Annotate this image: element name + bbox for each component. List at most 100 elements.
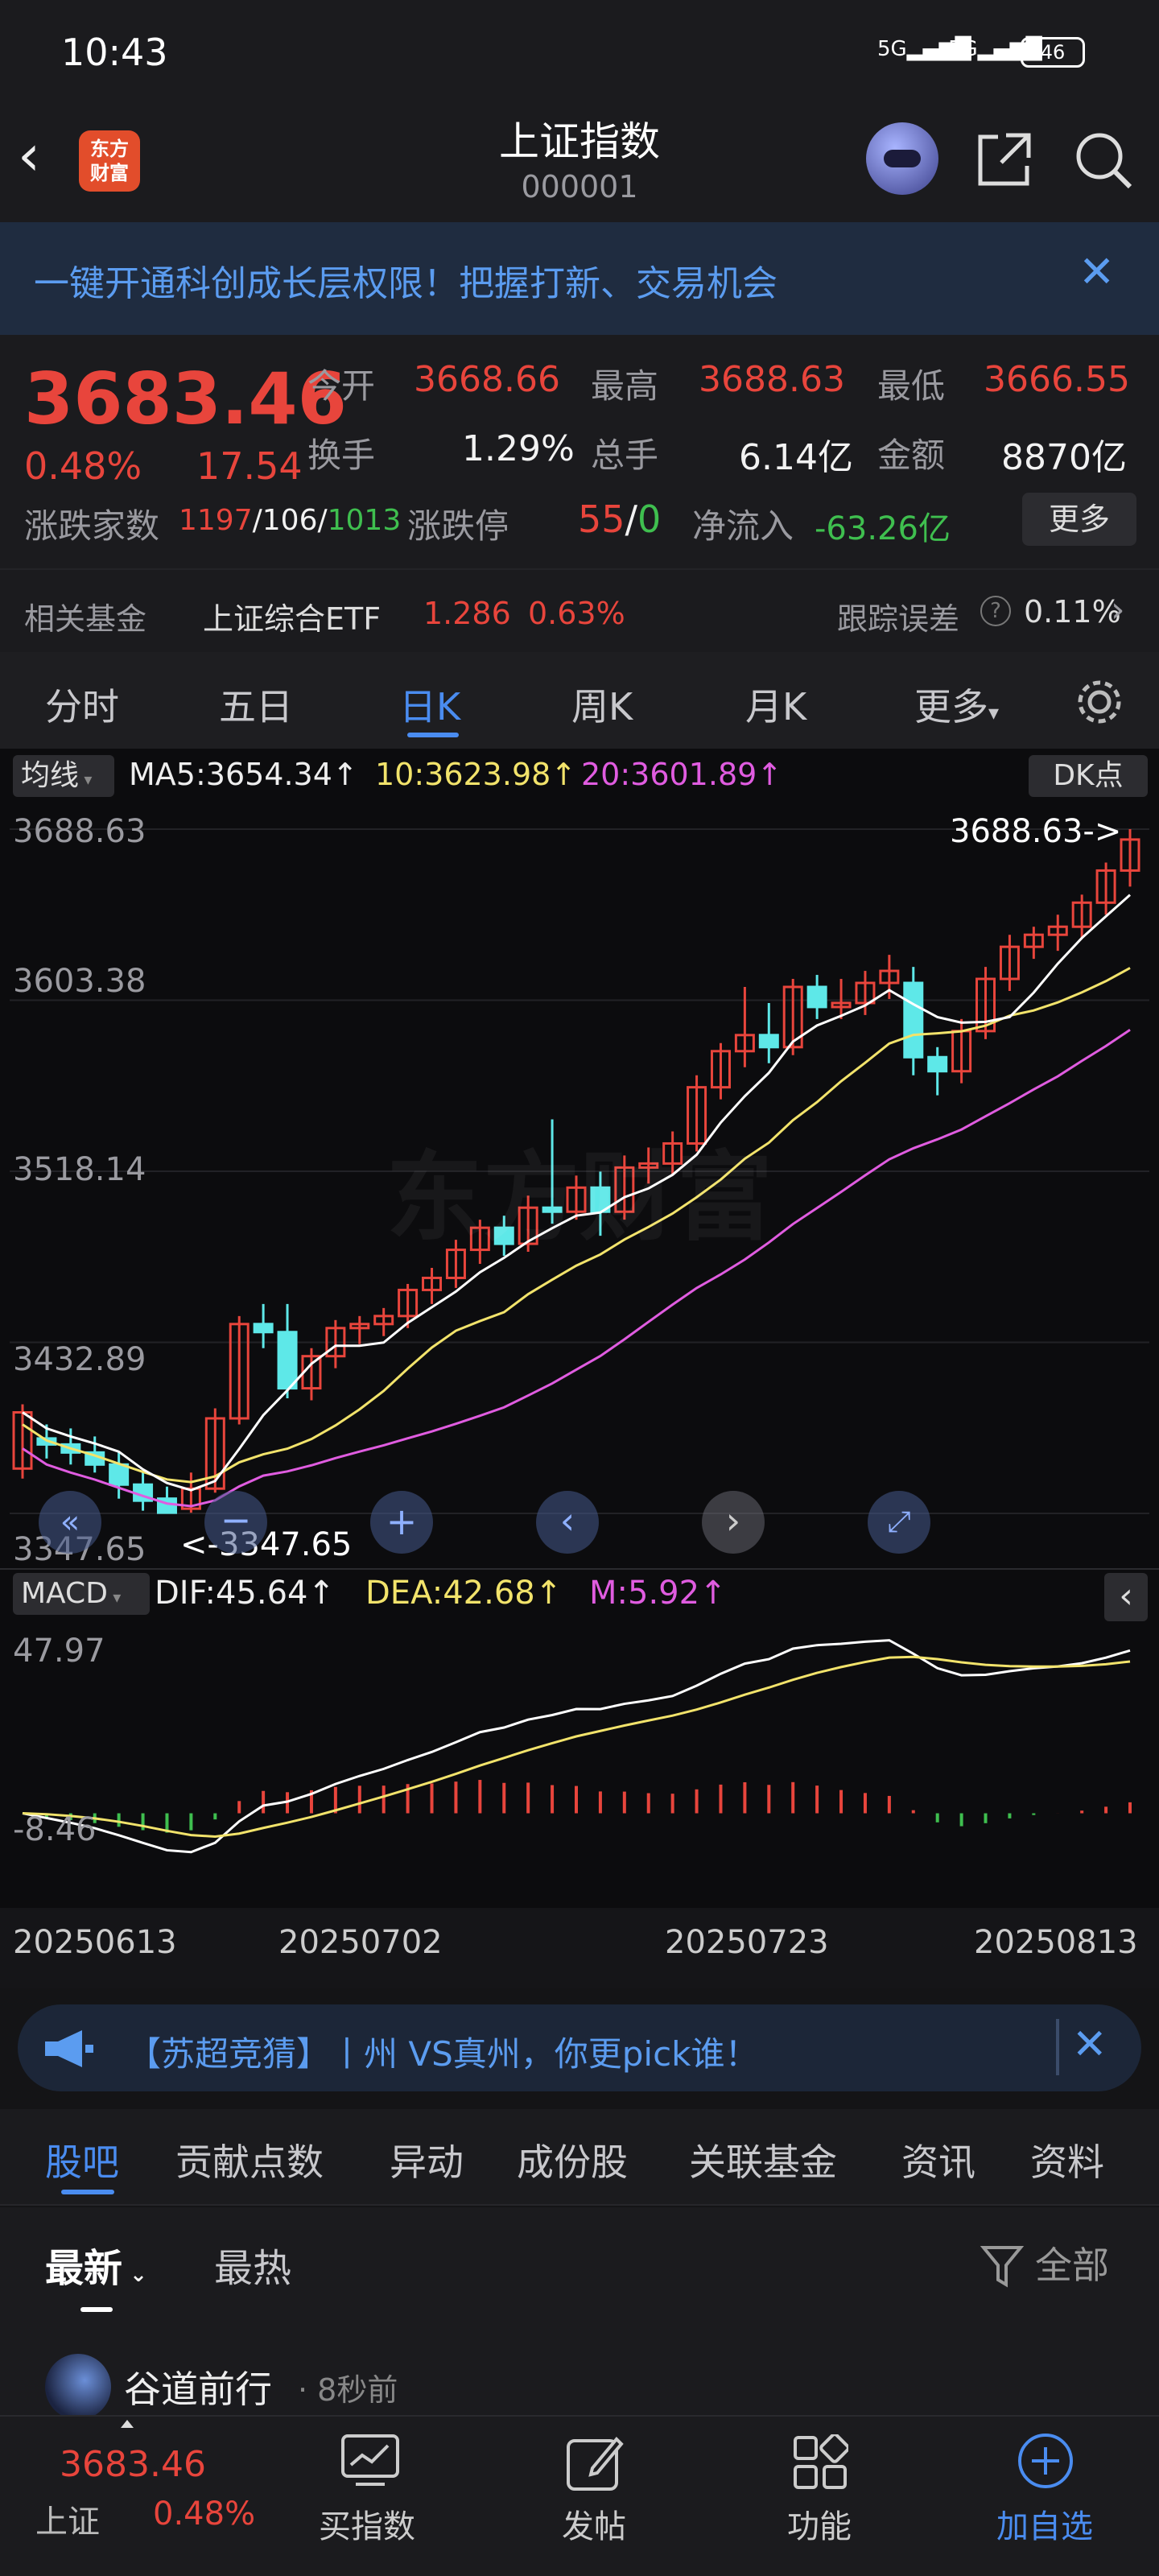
tab-related-funds[interactable]: 关联基金 — [689, 2140, 837, 2184]
turnover-value: 1.29% — [462, 428, 575, 469]
close-icon[interactable]: ✕ — [1079, 246, 1116, 297]
help-icon[interactable]: ? — [980, 596, 1011, 626]
fund-label: 相关基金 — [24, 601, 147, 637]
promo-banner[interactable]: 一键开通科创成长层权限！把握打新、交易机会 ✕ — [0, 222, 1159, 335]
filter-all[interactable]: 全部 — [1035, 2244, 1109, 2287]
date-tick: 20250702 — [278, 1924, 443, 1961]
active-sort-indicator — [80, 2307, 113, 2312]
banner-text[interactable]: 一键开通科创成长层权限！把握打新、交易机会 — [34, 263, 777, 304]
add-watchlist-button[interactable]: 加自选 — [996, 2508, 1093, 2545]
scroll-left-icon[interactable]: ‹ — [536, 1491, 599, 1554]
top-nav: ‹ 东方 财富 上证指数 000001 — [0, 105, 1159, 222]
tab-constituents[interactable]: 成份股 — [517, 2140, 628, 2184]
kline-chart-area[interactable]: 均线 ▾ MA5:3654.34↑ 10:3623.98↑ 20:3601.89… — [0, 749, 1159, 1988]
fund-pct: 0.63% — [528, 596, 625, 631]
candle-body — [373, 1315, 394, 1326]
candle-body — [469, 1226, 490, 1252]
indicator-selector[interactable]: MACD ▾ — [13, 1573, 150, 1615]
fund-price: 1.286 — [423, 596, 511, 631]
related-fund-row[interactable]: 相关基金 上证综合ETF 1.286 0.63% 跟踪误差 ? 0.11% › — [0, 568, 1159, 652]
share-icon[interactable] — [974, 129, 1035, 190]
status-bar: 10:43 5G▂▄▆█ 5G▂▄▆█ 46 — [0, 0, 1159, 105]
post-author[interactable]: 谷道前行 — [124, 2368, 272, 2411]
candle-body — [782, 985, 803, 1049]
date-tick: 20250613 — [13, 1924, 177, 1961]
sort-latest[interactable]: 最新 ⌄ — [45, 2246, 147, 2291]
tab-five-day[interactable]: 五日 — [219, 685, 293, 729]
candle-body — [180, 1487, 201, 1510]
candle-body — [277, 1331, 298, 1390]
high-label: 最高 — [591, 366, 659, 406]
candle-body — [109, 1463, 130, 1486]
ad-text[interactable]: 【苏超竞猜】丨州 VS真州，你更pick谁！ — [127, 2034, 759, 2074]
high-marker: 3688.63-> — [950, 813, 1122, 850]
ad-strip[interactable]: 【苏超竞猜】丨州 VS真州，你更pick谁！ ✕ — [18, 2004, 1141, 2091]
candle-body — [1071, 901, 1092, 928]
tab-profile[interactable]: 资料 — [1030, 2140, 1104, 2184]
y-tick: 3518.14 — [13, 1151, 146, 1188]
close-ad-icon[interactable]: ✕ — [1072, 2021, 1107, 2069]
inflow-label: 净流入 — [692, 506, 794, 546]
candle-body — [493, 1226, 514, 1245]
limit-values: 55/0 — [578, 497, 662, 541]
post-item[interactable]: 谷道前行 · 8秒前 — [0, 2312, 1159, 2420]
signal-icon-2: 5G▂▄▆█ — [948, 37, 1042, 61]
collapse-icon[interactable]: ‹ — [1104, 1573, 1148, 1621]
tab-guba[interactable]: 股吧 — [45, 2140, 119, 2184]
tab-contribution[interactable]: 贡献点数 — [175, 2140, 324, 2184]
chevron-right-icon[interactable]: › — [1111, 589, 1125, 630]
bottom-pct: 0.48% — [153, 2496, 256, 2533]
tab-news[interactable]: 资讯 — [901, 2140, 975, 2184]
tab-more[interactable]: 更多▾ — [914, 685, 1000, 729]
tab-anomaly[interactable]: 异动 — [390, 2140, 464, 2184]
candle-body — [398, 1288, 419, 1318]
candle-body — [831, 1001, 852, 1009]
y-tick: 3432.89 — [13, 1341, 146, 1378]
candle-body — [349, 1323, 370, 1330]
up-arrow-icon — [121, 2420, 134, 2428]
tab-daily-k[interactable]: 日K — [399, 685, 461, 729]
zoom-in-icon[interactable]: + — [370, 1491, 433, 1554]
dea-label: DEA:42.68↑ — [365, 1575, 563, 1612]
search-icon[interactable] — [1070, 127, 1135, 192]
tracking-error-value: 0.11% — [1024, 594, 1121, 630]
divider — [0, 1568, 1159, 1570]
zoom-out-icon[interactable]: − — [204, 1491, 267, 1554]
candle-body — [1095, 869, 1116, 904]
tab-intraday[interactable]: 分时 — [45, 685, 119, 729]
low-value: 3666.55 — [984, 359, 1130, 400]
avatar[interactable] — [45, 2354, 111, 2420]
filter-icon[interactable] — [980, 2244, 1024, 2289]
stock-code: 000001 — [521, 169, 638, 204]
functions-button[interactable]: 功能 — [787, 2508, 852, 2545]
macd-chart[interactable] — [0, 1626, 1159, 1868]
fund-name[interactable]: 上证综合ETF — [203, 601, 382, 637]
candle-body — [1023, 933, 1044, 948]
bottom-bar: 3683.46 上证 0.48% 买指数 发帖 功能 加自选 — [0, 2415, 1159, 2576]
post-button[interactable]: 发帖 — [562, 2508, 626, 2545]
settings-gear-icon[interactable] — [1074, 676, 1125, 728]
dk-point-button[interactable]: DK点 — [1029, 755, 1148, 797]
app-logo[interactable]: 东方 财富 — [79, 130, 140, 192]
scroll-right-icon[interactable]: › — [702, 1491, 765, 1554]
rewind-icon[interactable]: « — [39, 1491, 101, 1554]
fullscreen-icon[interactable]: ⤢ — [868, 1491, 930, 1554]
candle-body — [1120, 838, 1140, 872]
y-tick: 3603.38 — [13, 963, 146, 1000]
back-arrow-icon[interactable]: ‹ — [18, 122, 40, 188]
ma-selector[interactable]: 均线 ▾ — [13, 755, 114, 797]
candle-body — [204, 1417, 225, 1490]
robot-assistant-icon[interactable] — [866, 122, 938, 195]
macd-top-tick: 47.97 — [13, 1633, 105, 1670]
limit-label: 涨跌停 — [407, 506, 509, 546]
buy-index-button[interactable]: 买指数 — [319, 2508, 415, 2545]
candle-body — [253, 1323, 274, 1334]
more-button[interactable]: 更多 — [1022, 493, 1136, 546]
sort-hot[interactable]: 最热 — [214, 2246, 292, 2291]
kline-chart[interactable] — [0, 805, 1159, 1530]
active-tab-indicator — [407, 733, 459, 737]
tab-weekly-k[interactable]: 周K — [571, 685, 633, 729]
divider — [1056, 2019, 1059, 2075]
date-tick: 20250723 — [665, 1924, 829, 1961]
tab-monthly-k[interactable]: 月K — [745, 685, 807, 729]
